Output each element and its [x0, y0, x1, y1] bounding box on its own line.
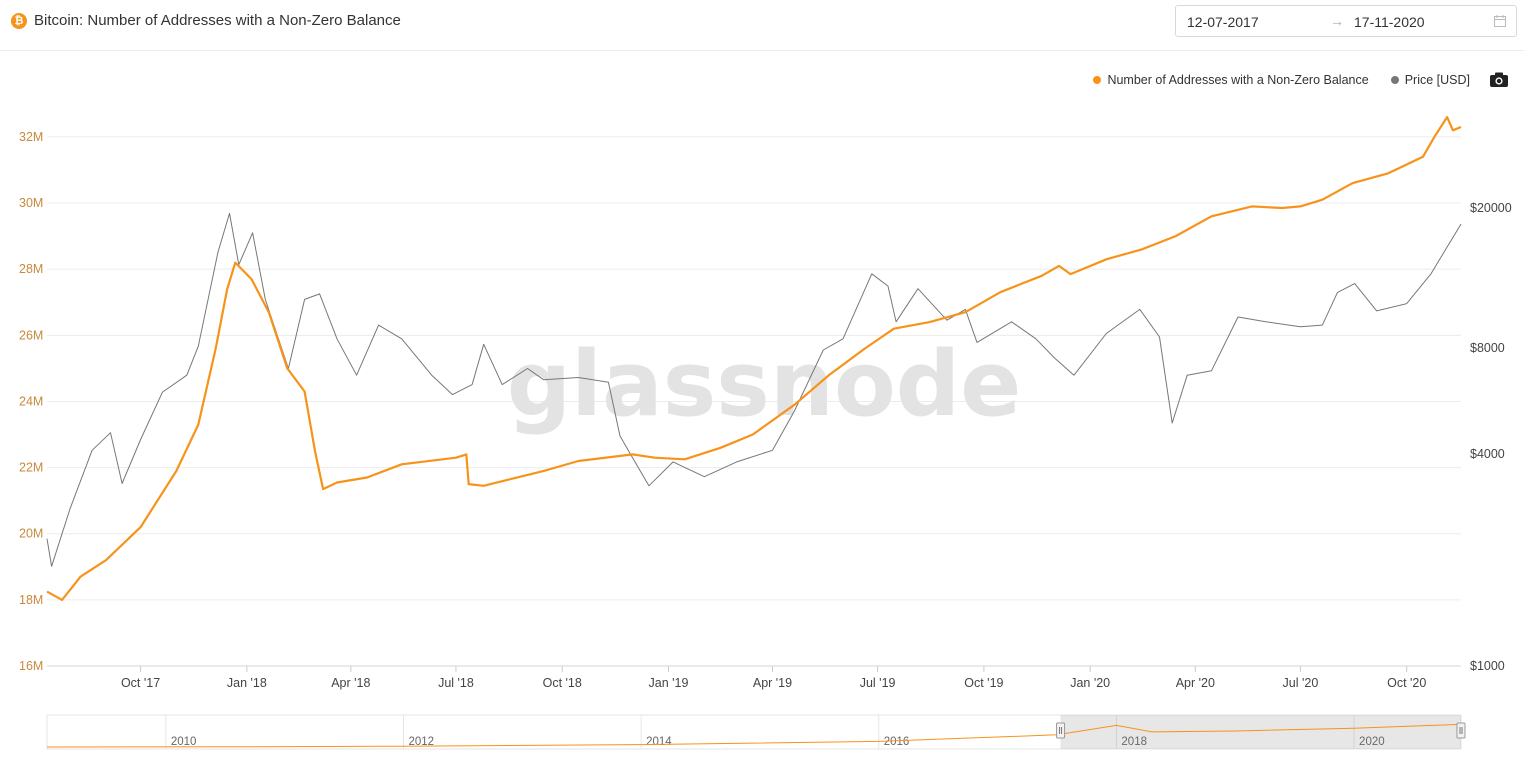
navigator-year-label: 2010 — [171, 736, 197, 748]
left-tick-label: 28M — [19, 262, 43, 276]
left-tick-label: 26M — [19, 328, 43, 342]
left-tick-label: 24M — [19, 394, 43, 408]
legend-dot-addresses — [1093, 76, 1102, 84]
navigator-handle-left[interactable] — [1056, 722, 1066, 739]
x-tick-label: Jul '19 — [860, 676, 896, 690]
right-tick-label: $4000 — [1470, 447, 1505, 461]
navigator-year-label: 2018 — [1121, 736, 1147, 748]
watermark: glassnode — [507, 332, 1022, 437]
series-line-price — [46, 212, 1462, 567]
legend-dot-price — [1390, 76, 1399, 84]
navigator-year-label: 2012 — [408, 736, 434, 748]
chart-legend: Number of Addresses with a Non-Zero Bala… — [1093, 73, 1470, 87]
x-tick-label: Oct '17 — [121, 676, 160, 690]
right-tick-label: $1000 — [1470, 659, 1505, 673]
chart-title: Bitcoin: Number of Addresses with a Non-… — [34, 12, 401, 29]
x-tick-label: Apr '19 — [753, 676, 792, 690]
bitcoin-icon: ₿ — [11, 13, 27, 29]
arrow-right-icon: → — [1330, 13, 1344, 29]
chart-header: ₿ Bitcoin: Number of Addresses with a No… — [0, 0, 1524, 51]
date-start-input[interactable]: 12-07-2017 — [1187, 14, 1259, 30]
series-line-addresses — [46, 116, 1462, 601]
left-tick-label: 22M — [19, 461, 43, 475]
right-tick-label: $20000 — [1470, 201, 1512, 215]
navigator-year-label: 2014 — [646, 736, 672, 748]
legend-label-price: Price [USD] — [1404, 73, 1470, 87]
x-tick-label: Oct '18 — [543, 676, 582, 690]
x-tick-label: Jul '20 — [1283, 676, 1319, 690]
legend-item-price[interactable]: Price [USD] — [1390, 73, 1470, 87]
x-tick-label: Jan '18 — [227, 676, 267, 690]
x-tick-label: Apr '18 — [331, 676, 370, 690]
date-end-input[interactable]: 17-11-2020 — [1354, 14, 1425, 30]
x-tick-label: Jan '19 — [649, 676, 689, 690]
date-range-picker[interactable]: 12-07-2017 → 17-11-2020 — [1175, 5, 1517, 37]
x-tick-label: Jan '20 — [1070, 676, 1110, 690]
navigator-handle-right[interactable] — [1456, 722, 1466, 739]
left-tick-label: 32M — [19, 130, 43, 144]
navigator-year-label: 2016 — [884, 736, 910, 748]
legend-label-addresses: Number of Addresses with a Non-Zero Bala… — [1107, 73, 1369, 87]
left-tick-label: 30M — [19, 196, 43, 210]
right-tick-label: $8000 — [1470, 341, 1505, 355]
navigator-year-label: 2020 — [1359, 736, 1385, 748]
legend-item-addresses[interactable]: Number of Addresses with a Non-Zero Bala… — [1093, 73, 1369, 87]
x-tick-label: Apr '20 — [1176, 676, 1215, 690]
x-tick-label: Oct '20 — [1387, 676, 1426, 690]
left-tick-label: 20M — [19, 527, 43, 541]
left-tick-label: 18M — [19, 593, 43, 607]
calendar-icon[interactable] — [1494, 15, 1506, 27]
navigator-selection — [1060, 715, 1461, 749]
x-tick-label: Jul '18 — [438, 676, 474, 690]
x-tick-label: Oct '19 — [964, 676, 1003, 690]
left-tick-label: 16M — [19, 659, 43, 673]
camera-icon[interactable] — [1490, 72, 1508, 87]
